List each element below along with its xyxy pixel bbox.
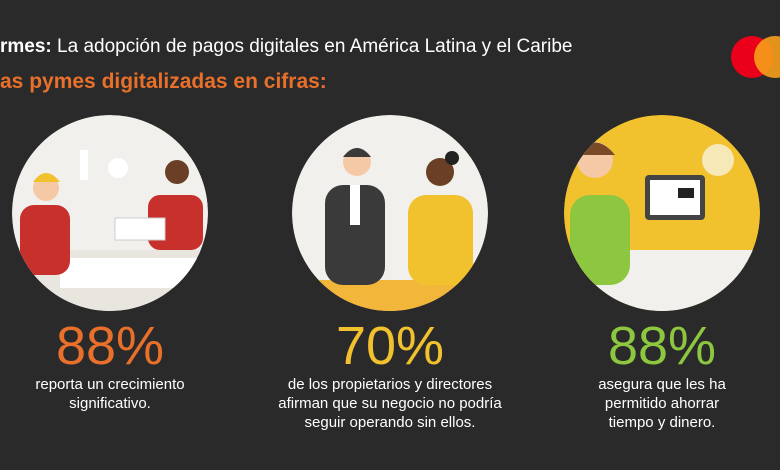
stat-description: significativo.: [69, 395, 151, 412]
stat-description: tiempo y dinero.: [609, 414, 716, 431]
title: rmes: La adopción de pagos digitales en …: [0, 36, 572, 57]
stat-description: seguir operando sin ellos.: [305, 414, 476, 431]
stat-description: reporta un crecimiento: [35, 376, 184, 393]
stat-value: 88%: [56, 316, 164, 376]
stat-description: afirman que su negocio no podría: [278, 395, 502, 412]
subtitle: as pymes digitalizadas en cifras:: [0, 70, 327, 93]
stat-value: 70%: [336, 316, 444, 376]
logo: [731, 36, 780, 78]
title-text: La adopción de pagos digitales en Améric…: [57, 36, 572, 57]
stat-description: de los propietarios y directores: [288, 376, 492, 393]
stat-description: permitido ahorrar: [605, 395, 719, 412]
illustration-office: [564, 115, 760, 311]
illustration-meeting: [292, 115, 488, 311]
title-bold: rmes:: [0, 36, 52, 57]
stats: 88%reporta un crecimientosignificativo.7…: [35, 316, 726, 431]
stat-value: 88%: [608, 316, 716, 376]
stat-description: asegura que les ha: [598, 376, 726, 393]
